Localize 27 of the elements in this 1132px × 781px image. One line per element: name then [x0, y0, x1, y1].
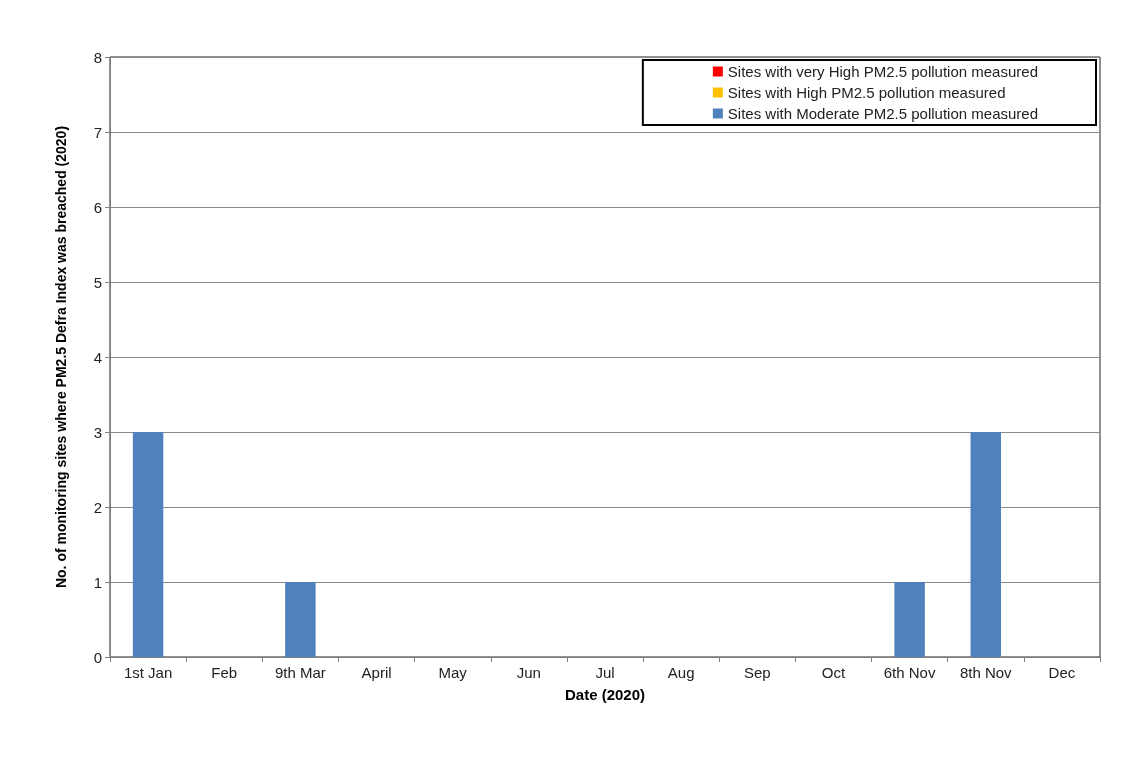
x-tick-label: 1st Jan — [123, 664, 173, 681]
x-tick-label: April — [361, 664, 392, 681]
y-axis-title: No. of monitoring sites where PM2.5 Defra Index was breached (2020) — [53, 125, 69, 589]
legend-label: Sites with High PM2.5 pollution measured — [727, 84, 1006, 101]
x-tick-label: Jul — [595, 664, 615, 681]
x-tick-label: Dec — [1048, 664, 1076, 681]
y-tick-label: 2 — [93, 498, 102, 516]
y-tick-label: 4 — [93, 348, 102, 366]
x-tick-label: 9th Mar — [274, 664, 326, 681]
x-tick-label: Oct — [821, 664, 846, 681]
y-tick-label: 8 — [93, 48, 102, 66]
x-tick-label: Feb — [211, 664, 238, 681]
x-tick-label: 6th Nov — [883, 664, 936, 681]
x-tick-label: 8th Nov — [959, 664, 1013, 681]
y-tick-label: 1 — [93, 573, 102, 591]
x-tick-label: Jun — [516, 664, 541, 681]
y-tick-label: 3 — [93, 423, 102, 441]
x-tick-label: Sep — [743, 664, 771, 681]
y-tick-label: 7 — [93, 123, 102, 141]
x-tick-label: Aug — [667, 664, 695, 681]
legend-label: Sites with Moderate PM2.5 pollution measured — [727, 105, 1039, 122]
y-tick-label: 6 — [93, 198, 102, 216]
y-tick-label: 5 — [93, 273, 102, 291]
y-tick-label: 0 — [93, 648, 102, 666]
legend-label: Sites with very High PM2.5 pollution measured — [727, 63, 1038, 80]
x-tick-label: May — [438, 664, 468, 681]
x-axis-title: Date (2020) — [564, 686, 646, 703]
